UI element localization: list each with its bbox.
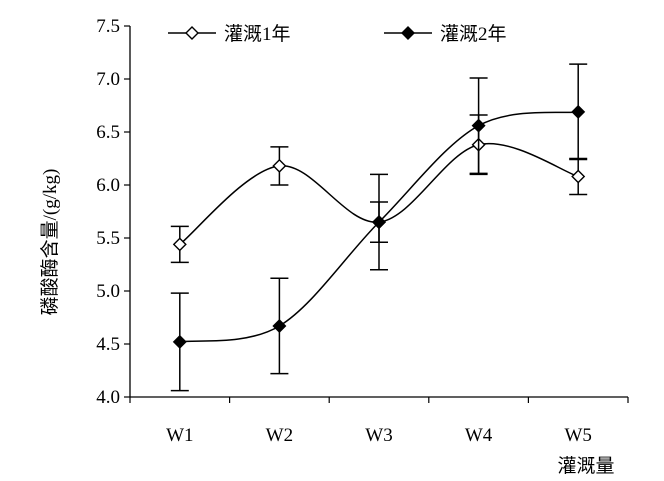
legend-label: 灌溉1年	[224, 23, 291, 45]
y-tick-label: 6.0	[96, 175, 120, 196]
data-point	[172, 237, 187, 252]
data-point	[571, 104, 586, 119]
x-tick-label: W4	[465, 425, 493, 446]
x-tick-label: W3	[365, 425, 392, 446]
y-tick-label: 5.0	[96, 281, 120, 302]
x-axis-title: 灌溉量	[557, 455, 614, 477]
y-tick-label: 4.0	[96, 387, 120, 408]
legend: 灌溉1年 灌溉2年	[168, 23, 507, 45]
data-point	[272, 318, 287, 333]
y-tick-label: 7.5	[96, 16, 120, 37]
legend-item-1: 灌溉1年	[168, 23, 291, 45]
y-tick-label: 5.5	[96, 228, 120, 249]
axes: 4.0 4.5 5.0 5.5 6.0 6.5 7.0 7.5 W1 W2 W3 W4 W5	[96, 16, 629, 446]
legend-item-2: 灌溉2年	[384, 23, 507, 45]
data-point	[372, 215, 386, 230]
data-point	[571, 169, 586, 184]
legend-marker	[185, 26, 199, 40]
x-ticks: W1 W2 W3 W4 W5	[129, 397, 629, 446]
y-tick-label: 6.5	[96, 122, 120, 143]
data-point	[471, 118, 486, 133]
data-point	[272, 158, 287, 173]
x-tick-label: W1	[166, 425, 193, 446]
y-tick-label: 4.5	[96, 334, 120, 355]
x-tick-label: W5	[564, 425, 591, 446]
y-ticks: 4.0 4.5 5.0 5.5 6.0 6.5 7.0 7.5	[96, 16, 130, 408]
y-axis-title: 磷酸酶含量/(g/kg)	[39, 169, 61, 316]
y-tick-label: 7.0	[96, 69, 120, 90]
data-point	[172, 334, 187, 349]
legend-label: 灌溉2年	[440, 23, 507, 45]
x-tick-label: W2	[266, 425, 293, 446]
series-2	[170, 63, 588, 392]
series-layer	[170, 63, 588, 392]
legend-marker	[401, 26, 415, 40]
